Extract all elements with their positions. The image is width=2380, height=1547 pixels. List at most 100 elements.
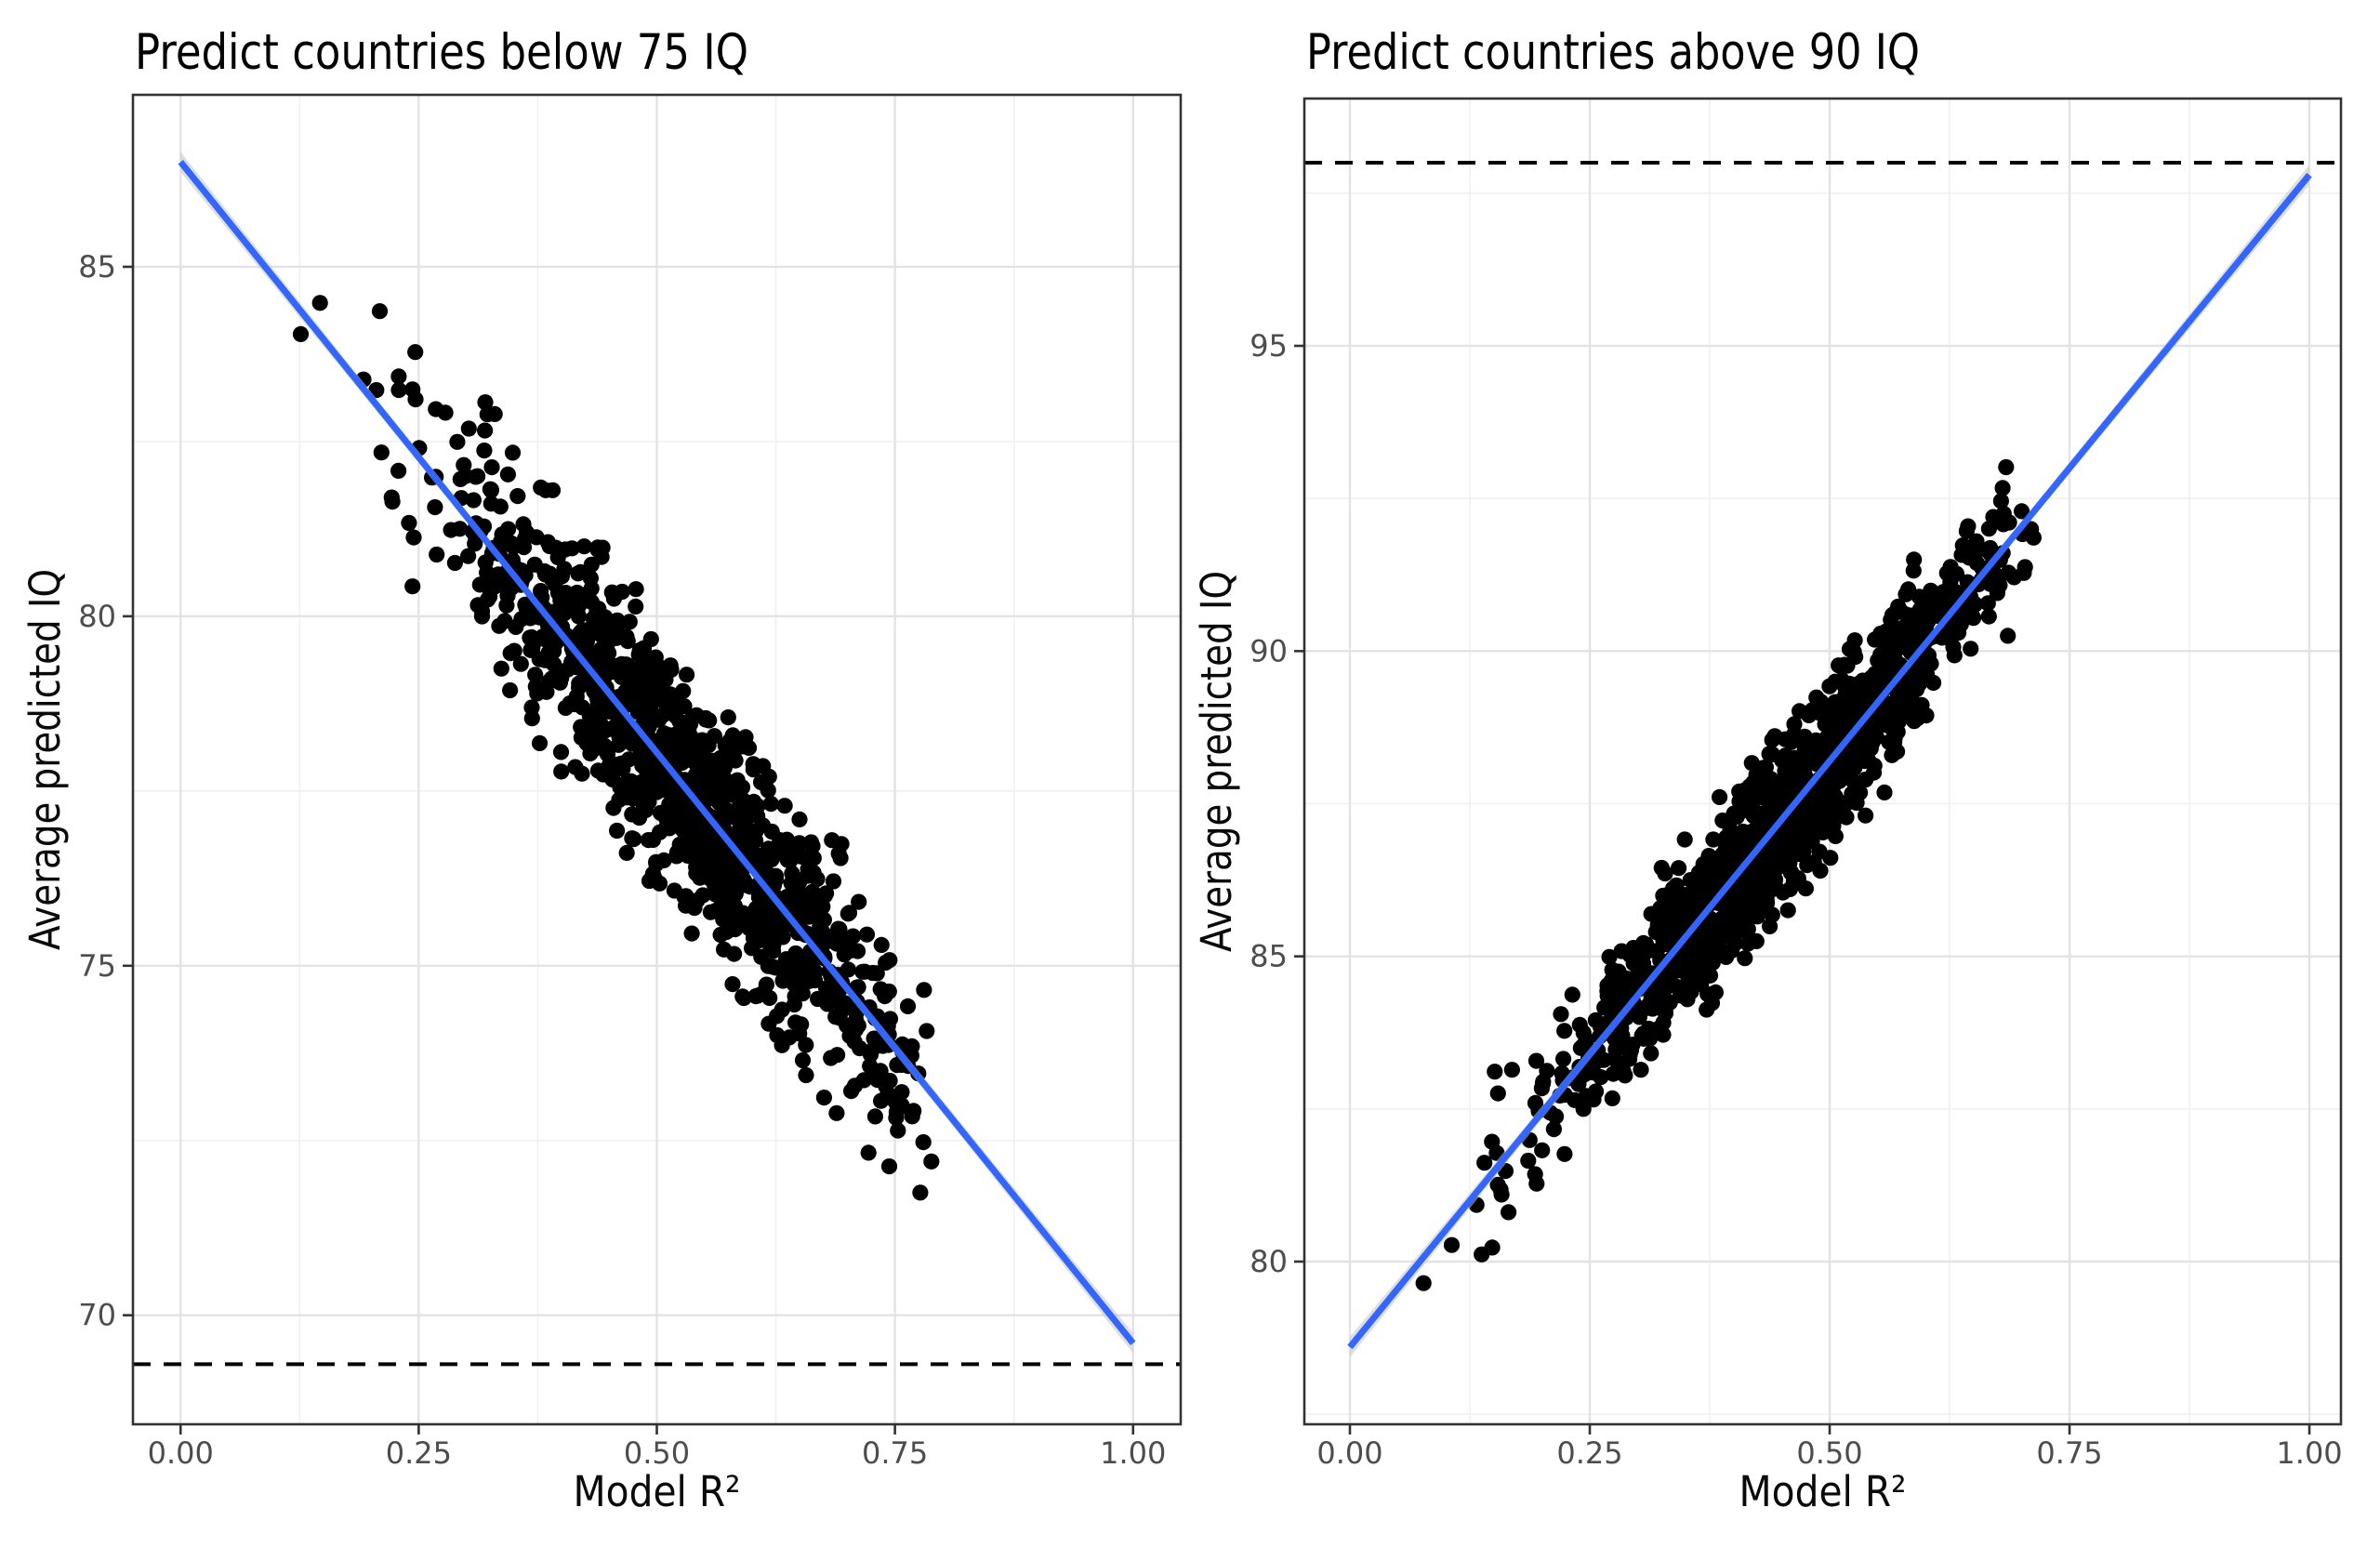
data-point	[1712, 788, 1728, 806]
data-point	[401, 514, 417, 532]
data-point	[733, 738, 749, 755]
left-plot: 0.00 0.25 0.50 0.75 1.00 70 75 80 85 Predict coun…	[20, 24, 1183, 1516]
data-point	[685, 845, 702, 862]
data-point	[1489, 1176, 1506, 1193]
data-point	[483, 482, 499, 498]
data-point	[1779, 902, 1796, 919]
data-point	[1760, 884, 1777, 901]
left-x-tick-label: 0.25	[386, 1435, 452, 1471]
data-point	[828, 1104, 845, 1121]
data-point	[1527, 1052, 1545, 1069]
data-point	[390, 368, 407, 385]
data-point	[880, 1158, 898, 1175]
data-point	[1842, 641, 1858, 657]
data-point	[571, 675, 588, 692]
data-point	[2014, 503, 2030, 520]
data-point	[1606, 999, 1623, 1016]
data-point	[1553, 1006, 1569, 1023]
data-point	[1808, 743, 1825, 760]
data-point	[1585, 1064, 1602, 1081]
data-point	[714, 856, 731, 874]
data-point	[628, 598, 644, 615]
data-point	[1907, 664, 1924, 681]
data-point	[657, 671, 674, 688]
data-point	[1836, 678, 1854, 695]
right-y-axis-title: Average predicted IQ	[1192, 571, 1241, 952]
left-plot-title: Predict countries below 75 IQ	[135, 24, 748, 81]
data-point	[594, 539, 611, 556]
data-point	[477, 394, 494, 411]
data-point	[843, 1083, 860, 1100]
data-point	[1881, 734, 1897, 750]
data-point	[1791, 830, 1807, 847]
data-point	[746, 920, 762, 937]
data-point	[499, 466, 517, 483]
left-y-axis-title: Average predicted IQ	[20, 569, 70, 950]
data-point	[858, 926, 876, 943]
data-point	[543, 670, 561, 687]
data-point	[390, 462, 407, 479]
right-y-tick-label: 85	[1250, 939, 1288, 974]
data-point	[737, 823, 754, 840]
data-point	[744, 940, 760, 957]
data-point	[1710, 913, 1726, 930]
data-point	[1624, 1037, 1641, 1053]
data-point	[1852, 785, 1869, 801]
data-point	[654, 768, 671, 786]
data-point	[589, 762, 607, 779]
data-point	[1735, 795, 1752, 812]
data-point	[1748, 932, 1765, 950]
data-point	[1920, 654, 1937, 670]
data-point	[637, 647, 654, 665]
data-point	[1710, 938, 1726, 955]
data-point	[526, 556, 543, 573]
right-panel-border	[1302, 97, 2343, 1426]
data-point	[586, 645, 602, 662]
data-point	[1992, 493, 2009, 509]
data-point	[1737, 950, 1753, 967]
data-point	[1765, 840, 1782, 856]
data-point	[890, 1122, 906, 1139]
data-point	[825, 873, 842, 890]
data-point	[649, 784, 666, 800]
data-point	[1607, 1041, 1624, 1058]
data-point	[473, 608, 491, 625]
data-point	[533, 583, 549, 600]
left-x-tick-label: 0.75	[862, 1435, 928, 1471]
data-point	[866, 1108, 884, 1125]
data-point	[531, 734, 549, 752]
data-point	[1839, 703, 1857, 720]
data-point	[562, 695, 578, 712]
data-point	[477, 554, 494, 571]
data-point	[592, 700, 609, 717]
data-point	[1876, 784, 1893, 801]
data-point	[893, 1084, 910, 1101]
data-point	[641, 759, 658, 776]
data-point	[567, 759, 584, 775]
data-point	[452, 521, 469, 537]
data-point	[1676, 831, 1693, 848]
data-point	[1745, 885, 1762, 902]
data-point	[676, 719, 693, 735]
data-point	[860, 1144, 877, 1161]
data-point	[477, 422, 494, 439]
data-point	[750, 898, 767, 915]
data-point	[460, 548, 477, 564]
data-point	[1724, 942, 1740, 959]
left-y-tick-label: 85	[78, 249, 116, 284]
data-point	[1761, 779, 1778, 796]
data-point	[798, 1066, 814, 1084]
data-point	[1661, 994, 1678, 1011]
data-point	[877, 988, 893, 1005]
data-point	[601, 644, 617, 662]
data-point	[1688, 974, 1705, 991]
data-point	[655, 852, 672, 869]
data-point	[626, 663, 642, 680]
data-point	[1795, 843, 1812, 860]
data-point	[605, 800, 622, 816]
data-point	[912, 1184, 929, 1201]
data-point	[1958, 522, 1975, 539]
data-point	[523, 699, 540, 716]
data-point	[818, 980, 835, 997]
data-point	[552, 744, 570, 760]
